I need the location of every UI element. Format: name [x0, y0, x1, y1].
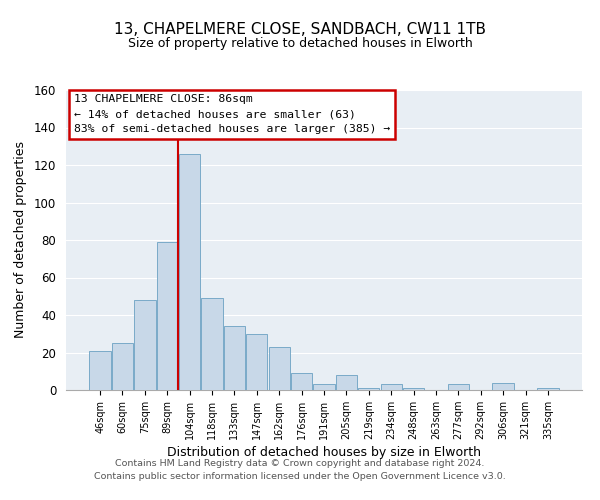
- Bar: [269, 347, 290, 390]
- Text: Contains HM Land Registry data © Crown copyright and database right 2024.: Contains HM Land Registry data © Crown c…: [115, 458, 485, 468]
- Text: Size of property relative to detached houses in Elworth: Size of property relative to detached ho…: [128, 38, 472, 51]
- Bar: [291, 373, 312, 390]
- Bar: [380, 384, 402, 390]
- Y-axis label: Number of detached properties: Number of detached properties: [14, 142, 27, 338]
- Bar: [112, 343, 133, 390]
- Bar: [202, 298, 223, 390]
- Bar: [246, 334, 268, 390]
- Bar: [336, 375, 357, 390]
- Bar: [224, 326, 245, 390]
- Bar: [313, 384, 335, 390]
- Bar: [179, 154, 200, 390]
- Bar: [448, 384, 469, 390]
- X-axis label: Distribution of detached houses by size in Elworth: Distribution of detached houses by size …: [167, 446, 481, 459]
- Bar: [157, 242, 178, 390]
- Text: 13, CHAPELMERE CLOSE, SANDBACH, CW11 1TB: 13, CHAPELMERE CLOSE, SANDBACH, CW11 1TB: [114, 22, 486, 38]
- Bar: [403, 388, 424, 390]
- Text: Contains public sector information licensed under the Open Government Licence v3: Contains public sector information licen…: [94, 472, 506, 481]
- Bar: [89, 350, 111, 390]
- Bar: [493, 382, 514, 390]
- Bar: [358, 388, 379, 390]
- Bar: [537, 388, 559, 390]
- Text: 13 CHAPELMERE CLOSE: 86sqm
← 14% of detached houses are smaller (63)
83% of semi: 13 CHAPELMERE CLOSE: 86sqm ← 14% of deta…: [74, 94, 390, 134]
- Bar: [134, 300, 155, 390]
